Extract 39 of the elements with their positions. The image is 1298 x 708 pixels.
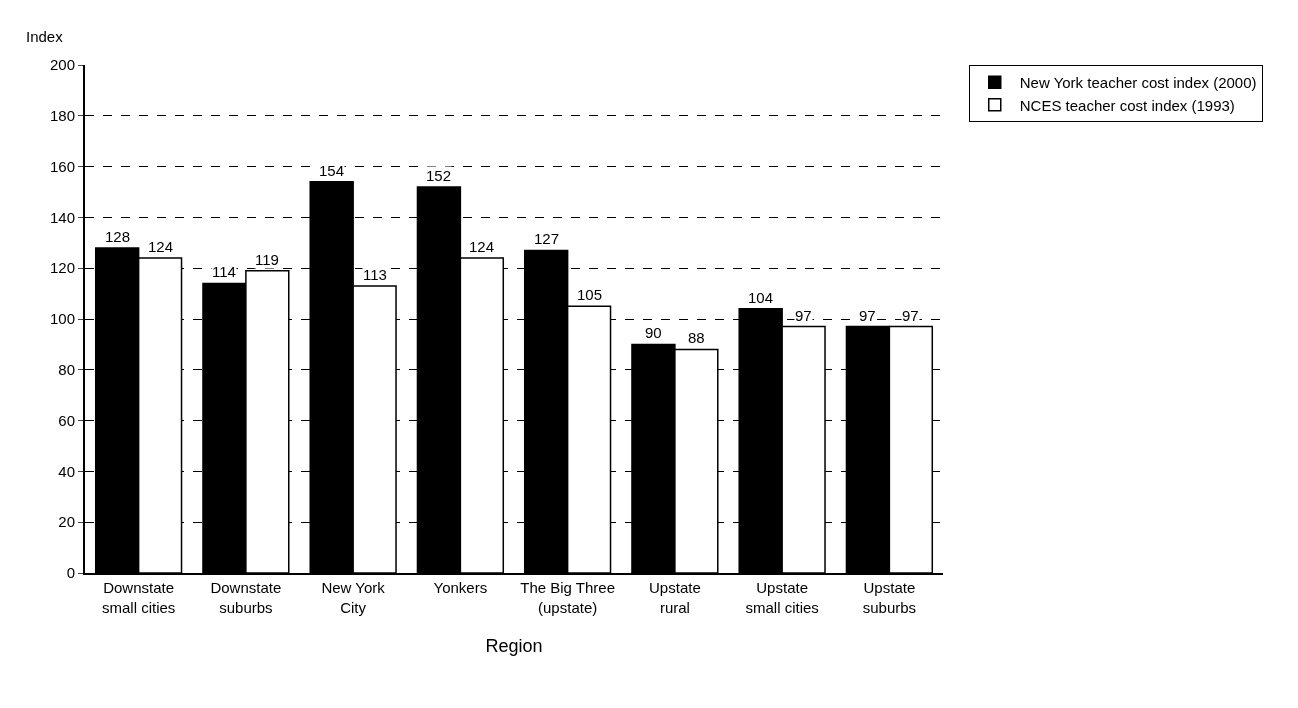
legend-label: New York teacher cost index (2000)	[1019, 74, 1257, 92]
y-tick-label: 100	[49, 310, 75, 328]
data-label: 152	[426, 167, 452, 184]
y-tick-label: 120	[49, 259, 75, 277]
data-label: 97	[902, 307, 919, 324]
data-label: 97	[795, 307, 812, 324]
y-axis-title: Index	[26, 28, 64, 45]
y-tick-label: 140	[49, 208, 75, 226]
x-tick-label: Upstate small cities	[745, 579, 819, 616]
data-label: 127	[534, 230, 560, 247]
data-label: 105	[577, 286, 603, 303]
x-tick-label: The Big Three (upstate)	[520, 579, 616, 616]
x-tick-label: Upstate suburbs	[862, 579, 917, 616]
y-tick-label: 40	[58, 462, 75, 480]
data-label: 90	[645, 324, 662, 341]
x-tick-label: Yonkers	[433, 579, 488, 596]
data-label: 113	[363, 266, 387, 283]
x-tick-label: Downstate suburbs	[210, 579, 282, 616]
y-tick-label: 60	[58, 411, 75, 429]
data-label: 124	[469, 238, 495, 255]
data-label: 124	[148, 238, 174, 255]
x-tick-label: Downstate small cities	[101, 579, 176, 616]
y-tick-label: 180	[49, 107, 75, 125]
y-tick-label: 80	[58, 361, 75, 379]
data-label: 114	[212, 263, 236, 280]
y-tick-label: 200	[49, 56, 75, 74]
y-tick-label: 0	[66, 564, 75, 582]
data-label: 154	[319, 162, 345, 179]
data-label: 104	[748, 289, 774, 306]
y-tick-label: 160	[49, 157, 75, 175]
data-label: 88	[688, 329, 705, 346]
y-tick-label: 20	[58, 513, 75, 531]
data-label: 128	[105, 228, 131, 245]
x-axis-title: Region	[485, 636, 543, 657]
data-label: 97	[859, 307, 876, 324]
x-tick-label: Upstate rural	[649, 579, 701, 616]
data-label: 119	[255, 251, 279, 268]
legend-label: NCES teacher cost index (1993)	[1019, 96, 1235, 114]
x-tick-label: New York City	[321, 579, 386, 616]
